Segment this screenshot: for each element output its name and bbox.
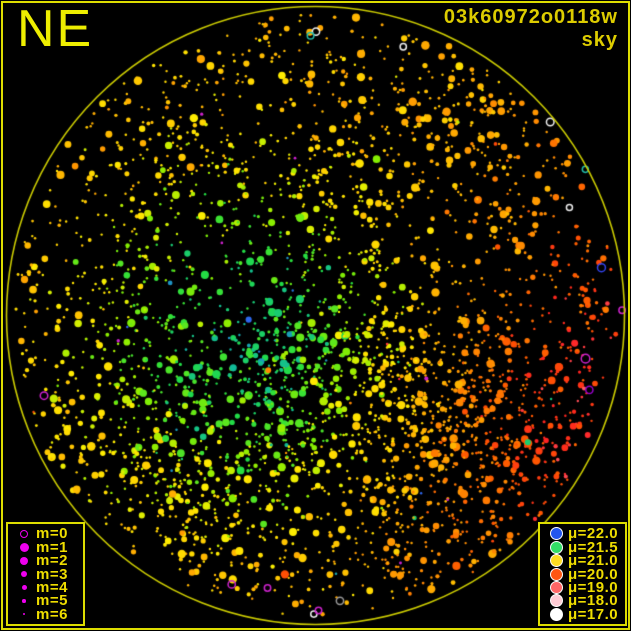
magnitude-marker-icon <box>22 612 26 616</box>
magnitude-label: m=5 <box>36 592 68 610</box>
magnitude-marker-cell <box>12 584 36 590</box>
mu-marker-cell <box>544 607 568 621</box>
title-block: 03k60972o0118w sky <box>444 6 618 52</box>
magnitude-marker-cell <box>12 599 36 603</box>
magnitude-marker-cell <box>12 542 36 552</box>
mu-color-swatch <box>549 594 563 608</box>
mu-marker-cell <box>544 580 568 594</box>
magnitude-legend-row: m=0 <box>12 525 81 543</box>
mu-color-swatch <box>549 540 563 554</box>
mu-label: μ=22.0 <box>568 525 619 543</box>
magnitude-marker-cell <box>12 529 36 538</box>
magnitude-marker-cell <box>12 556 36 565</box>
mu-marker-cell <box>544 594 568 608</box>
mu-color-swatch <box>549 607 563 621</box>
mu-marker-cell <box>544 540 568 554</box>
mu-legend: μ=22.0 μ=21.5 μ=21.0 μ=20.0 μ=19.0 μ=18.… <box>538 522 627 626</box>
mu-legend-row: μ=22.0 <box>544 525 623 543</box>
mu-color-swatch <box>549 567 563 581</box>
mu-marker-cell <box>544 527 568 541</box>
magnitude-marker-icon <box>20 529 28 538</box>
magnitude-marker-icon <box>19 542 29 552</box>
magnitude-label: m=0 <box>36 525 68 543</box>
orientation-label: NE <box>17 0 94 58</box>
mu-legend-row: μ=21.5 <box>544 538 623 556</box>
magnitude-legend-row: m=5 <box>12 592 81 610</box>
magnitude-legend-row: m=3 <box>12 565 81 583</box>
magnitude-legend-row: m=4 <box>12 578 81 596</box>
magnitude-marker-icon <box>20 570 28 578</box>
mu-legend-row: μ=18.0 <box>544 592 623 610</box>
mu-label: μ=18.0 <box>568 592 619 610</box>
mu-legend-row: μ=17.0 <box>544 605 623 623</box>
mu-marker-cell <box>544 567 568 581</box>
mu-label: μ=19.0 <box>568 578 619 596</box>
magnitude-label: m=6 <box>36 605 68 623</box>
plot-title: 03k60972o0118w <box>443 6 618 28</box>
mu-label: μ=17.0 <box>568 605 619 623</box>
mu-legend-row: μ=21.0 <box>544 552 623 570</box>
magnitude-legend-row: m=2 <box>12 552 81 570</box>
magnitude-marker-icon <box>20 556 28 565</box>
magnitude-marker-icon <box>21 584 27 590</box>
magnitude-label: m=2 <box>36 552 68 570</box>
magnitude-label: m=1 <box>36 538 68 556</box>
magnitude-legend-row: m=6 <box>12 605 81 623</box>
mu-label: μ=20.0 <box>568 565 619 583</box>
mu-color-swatch <box>549 554 563 568</box>
magnitude-legend-row: m=1 <box>12 538 81 556</box>
magnitude-label: m=3 <box>36 565 68 583</box>
mu-color-swatch <box>549 580 563 594</box>
magnitude-marker-cell <box>12 570 36 578</box>
plot-subtitle: sky <box>581 29 618 51</box>
mu-legend-row: μ=20.0 <box>544 565 623 583</box>
mu-legend-row: μ=19.0 <box>544 578 623 596</box>
magnitude-marker-icon <box>22 599 26 603</box>
magnitude-label: m=4 <box>36 578 68 596</box>
mu-color-swatch <box>549 527 563 541</box>
mu-label: μ=21.0 <box>568 552 619 570</box>
mu-label: μ=21.5 <box>568 538 619 556</box>
magnitude-marker-cell <box>12 612 36 616</box>
magnitude-legend: m=0 m=1 m=2 m=3 m=4 m=5 m=6 <box>6 522 85 626</box>
mu-marker-cell <box>544 554 568 568</box>
